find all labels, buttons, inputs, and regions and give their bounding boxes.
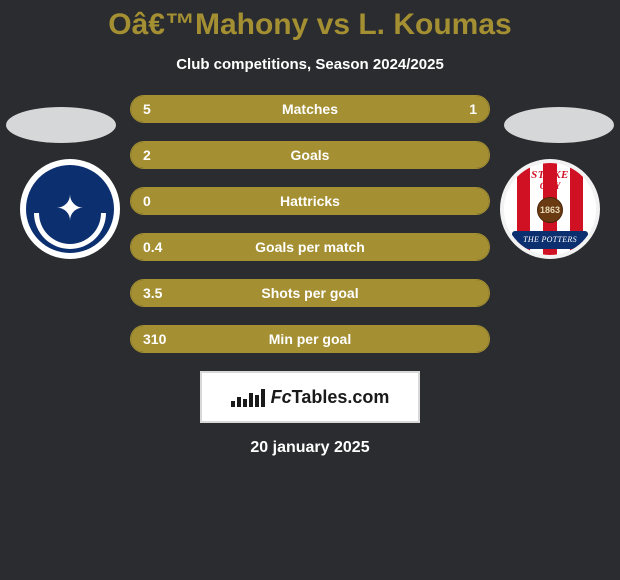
player-left-name: Oâ€™Mahony bbox=[108, 8, 308, 41]
stat-row: 2Goals bbox=[130, 141, 490, 169]
badge-right-sublabel: CITY bbox=[504, 181, 596, 191]
player-right-name: L. Koumas bbox=[358, 8, 511, 41]
stat-label: Shots per goal bbox=[131, 280, 489, 306]
brand-suffix: Tables.com bbox=[292, 387, 390, 407]
stat-row: 51Matches bbox=[130, 95, 490, 123]
club-badge-left: ✦ bbox=[20, 159, 120, 259]
stat-label: Goals bbox=[131, 142, 489, 168]
club-badge-right-inner: STOKE CITY 1863 THE POTTERS bbox=[504, 163, 596, 255]
page-title: Oâ€™Mahony vs L. Koumas bbox=[0, 0, 620, 42]
badge-right-ribbon: THE POTTERS bbox=[512, 231, 588, 249]
stat-label: Matches bbox=[131, 96, 489, 122]
stat-row: 310Min per goal bbox=[130, 325, 490, 353]
brand-prefix: Fc bbox=[271, 387, 292, 407]
stat-bars: 51Matches 2Goals 0Hattricks 0.4Goals per ma… bbox=[130, 95, 490, 353]
subtitle: Club competitions, Season 2024/2025 bbox=[0, 56, 620, 73]
comparison-panel: ✦ STOKE CITY 1863 THE POTTERS 51Matches 2… bbox=[0, 95, 620, 353]
club-badge-left-inner: ✦ bbox=[26, 165, 114, 253]
stat-label: Min per goal bbox=[131, 326, 489, 352]
crescent-icon bbox=[34, 213, 106, 249]
brand-text: FcTables.com bbox=[271, 387, 390, 408]
brand-bars-icon bbox=[231, 387, 265, 407]
stat-label: Goals per match bbox=[131, 234, 489, 260]
brand-box: FcTables.com bbox=[200, 371, 420, 423]
club-badge-right: STOKE CITY 1863 THE POTTERS bbox=[500, 159, 600, 259]
stat-row: 0Hattricks bbox=[130, 187, 490, 215]
stat-row: 3.5Shots per goal bbox=[130, 279, 490, 307]
player-right-photo bbox=[504, 107, 614, 143]
stat-row: 0.4Goals per match bbox=[130, 233, 490, 261]
player-left-photo bbox=[6, 107, 116, 143]
badge-right-label: STOKE bbox=[504, 169, 596, 181]
vs-separator: vs bbox=[308, 8, 358, 41]
date-text: 20 january 2025 bbox=[0, 439, 620, 457]
stat-label: Hattricks bbox=[131, 188, 489, 214]
badge-right-year: 1863 bbox=[537, 197, 563, 223]
